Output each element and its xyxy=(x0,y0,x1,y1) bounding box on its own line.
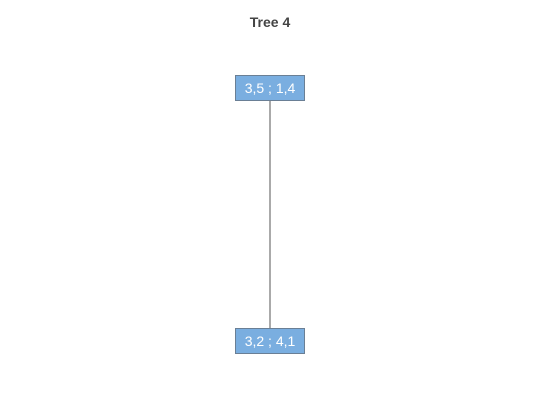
diagram-title: Tree 4 xyxy=(249,14,291,30)
tree-node-child: 3,2 ; 4,1 xyxy=(235,328,305,354)
tree-node-root: 3,5 ; 1,4 xyxy=(235,75,305,101)
